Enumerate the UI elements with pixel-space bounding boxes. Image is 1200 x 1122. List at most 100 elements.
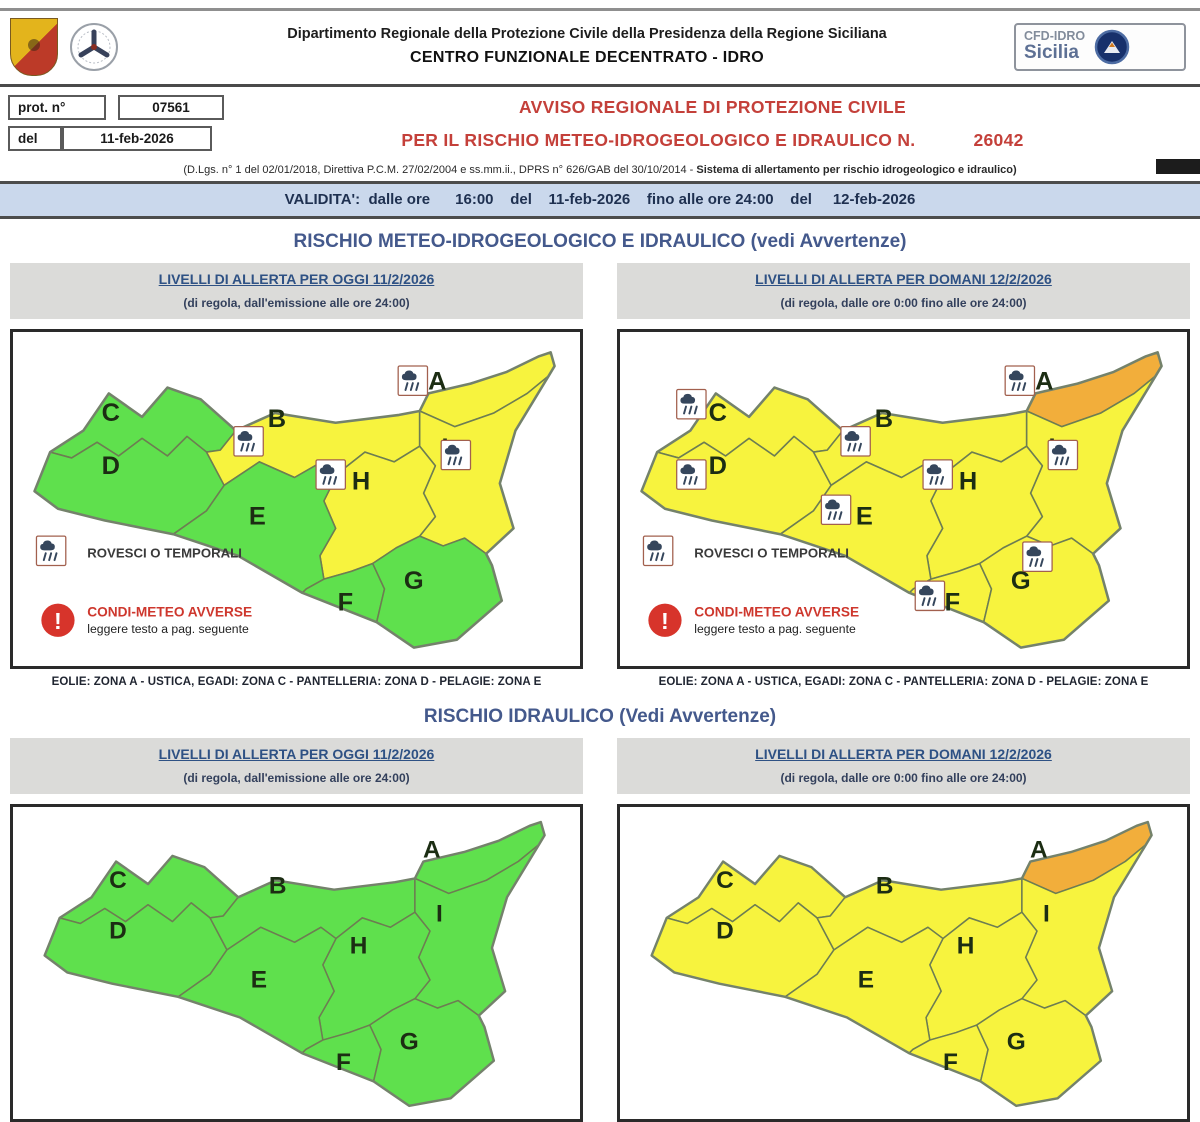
zone-F-label: F [336,1049,351,1076]
zone-I-label: I [1043,901,1050,928]
zone-G-label: G [1011,567,1031,595]
sicily-coastline [640,351,1163,649]
department-title: Dipartimento Regionale della Protezione … [160,23,1014,70]
storm-icon-C [676,388,707,420]
zone-B-label: B [875,405,893,433]
zone-B-label: B [876,872,894,899]
validity-text: VALIDITA': dalle ore 16:00 del 11-feb-20… [284,191,916,208]
zone-C-label: C [709,399,727,427]
warning-icon [41,603,75,637]
islands-caption-tomorrow: EOLIE: ZONA A - USTICA, EGADI: ZONA C - … [658,676,1149,688]
zone-A-label: A [1035,368,1053,396]
zone-G-region [369,997,495,1107]
zone-C-label: C [109,867,127,894]
sicily-map: CDBAIHEFGROVESCI O TEMPORALI!CONDI-METEO… [33,351,556,649]
sicily-map: CD B A I H E F G [650,820,1153,1108]
legal-text: (D.Lgs. n° 1 del 02/01/2018, Direttiva P… [183,164,697,176]
legend-warning-title: CONDI-METEO AVVERSE [694,604,859,619]
notice-title: AVVISO REGIONALE DI PROTEZIONE CIVILE PE… [233,95,1192,163]
panel-subtitle-tomorrow: (di regola, dalle ore 0:00 fino alle ore… [780,296,1027,310]
sicily-map: CD B A I H E F G [43,820,546,1108]
scan-mark [1156,159,1200,174]
panel-subtitle-today: (di regola, dall'emissione alle ore 24:0… [183,296,410,310]
zone-H-label: H [350,933,368,960]
storm-icon-E [820,494,852,526]
panel-header-tomorrow: LIVELLI DI ALLERTA PER DOMANI 12/2/2026 … [617,263,1190,319]
zone-A-label: A [423,837,441,864]
notice-title-line1: AVVISO REGIONALE DI PROTEZIONE CIVILE [518,97,907,117]
panel-meteo-today: LIVELLI DI ALLERTA PER OGGI 11/2/2026 (d… [6,263,587,694]
cfd-emblem-icon [1094,29,1130,65]
legend-storm-label: ROVESCI O TEMPORALI [87,546,242,561]
document-header: Dipartimento Regionale della Protezione … [0,11,1200,87]
panel-header-idraulico-today: LIVELLI DI ALLERTA PER OGGI 11/2/2026 (d… [10,738,583,794]
warning-exclamation: ! [661,608,669,634]
warning-icon [648,603,682,637]
legend-storm-icon [642,535,674,567]
panel-title-idraulico-today: LIVELLI DI ALLERTA PER OGGI 11/2/2026 [158,746,435,762]
validity-bar: VALIDITA': dalle ore 16:00 del 11-feb-20… [0,181,1200,219]
zone-G-label: G [404,567,424,595]
panel-header-idraulico-tomorrow: LIVELLI DI ALLERTA PER DOMANI 12/2/2026 … [617,738,1190,794]
zone-E-label: E [249,503,266,531]
logo-group [10,18,160,76]
panel-meteo-tomorrow: LIVELLI DI ALLERTA PER DOMANI 12/2/2026 … [613,263,1194,694]
cfd-sicilia-label: Sicilia [1024,42,1079,64]
storm-icon-I [1047,439,1079,471]
zone-F-label: F [943,1049,958,1076]
zone-H-label: H [959,467,977,495]
section-title-meteo: RISCHIO METEO-IDROGEOLOGICO E IDRAULICO … [293,231,907,252]
storm-icon-B [233,426,264,457]
zone-B-label: B [269,872,287,899]
protocol-block: prot. n° 07561 del 11-feb-2026 [8,95,233,163]
zone-G-region [976,997,1102,1107]
storm-icon-H [315,459,347,490]
sicily-map: CDBAIHEFGROVESCI O TEMPORALI!CONDI-METEO… [640,351,1163,649]
zone-E-label: E [251,966,267,993]
storm-icon-I [440,439,472,471]
panel-subtitle-idraulico-tomorrow: (di regola, dalle ore 0:00 fino alle ore… [780,771,1027,785]
zone-A-label: A [428,368,446,396]
zone-F-label: F [338,589,354,617]
storm-icon-G [1022,541,1053,572]
zone-D-label: D [709,452,727,480]
cfd-idro-logo: CFD-IDRO Sicilia [1014,23,1186,71]
section-title-idraulico: RISCHIO IDRAULICO (Vedi Avvertenze) [423,706,777,727]
storm-icon-A [397,365,429,397]
panel-title-tomorrow: LIVELLI DI ALLERTA PER DOMANI 12/2/2026 [755,271,1052,287]
protocol-and-title: prot. n° 07561 del 11-feb-2026 AVVISO RE… [0,87,1200,163]
prot-date-label: del [8,126,62,151]
panel-idraulico-today: LIVELLI DI ALLERTA PER OGGI 11/2/2026 (d… [6,738,587,1122]
prot-number-label: prot. n° [8,95,106,120]
sicily-coastline [33,351,556,649]
storm-icon-B [840,426,871,457]
storm-icon-F [914,580,946,612]
prot-number-value: 07561 [118,95,224,120]
map-meteo-tomorrow: CDBAIHEFGROVESCI O TEMPORALI!CONDI-METEO… [617,329,1190,669]
map-meteo-today: CDBAIHEFGROVESCI O TEMPORALI!CONDI-METEO… [10,329,583,669]
protezione-civile-emblem-icon [70,23,118,71]
meteo-panels-row: LIVELLI DI ALLERTA PER OGGI 11/2/2026 (d… [0,263,1200,694]
panel-header-today: LIVELLI DI ALLERTA PER OGGI 11/2/2026 (d… [10,263,583,319]
zone-E-label: E [856,503,873,531]
prot-date-value: 11-feb-2026 [62,126,212,151]
legend-storm-label: ROVESCI O TEMPORALI [694,546,849,561]
sicily-coat-of-arms-icon [10,18,58,76]
zone-G-label: G [1007,1028,1026,1055]
zone-D-label: D [102,452,120,480]
storm-icon-A [1004,365,1036,397]
legal-text-bold: Sistema di allertamento per rischio idro… [696,164,1017,176]
legend-warning-sub: leggere testo a pag. seguente [694,622,856,636]
zone-B-label: B [268,405,286,433]
zone-C-label: C [716,867,734,894]
panel-idraulico-tomorrow: LIVELLI DI ALLERTA PER DOMANI 12/2/2026 … [613,738,1194,1122]
zone-G-label: G [400,1028,419,1055]
department-line1: Dipartimento Regionale della Protezione … [287,26,887,43]
warning-exclamation: ! [54,608,62,634]
zone-G-region [371,535,503,649]
department-line2: CENTRO FUNZIONALE DECENTRATO - IDRO [410,48,764,66]
cfd-idro-label: CFD-IDRO [1024,28,1086,43]
panel-title-idraulico-tomorrow: LIVELLI DI ALLERTA PER DOMANI 12/2/2026 [755,746,1052,762]
